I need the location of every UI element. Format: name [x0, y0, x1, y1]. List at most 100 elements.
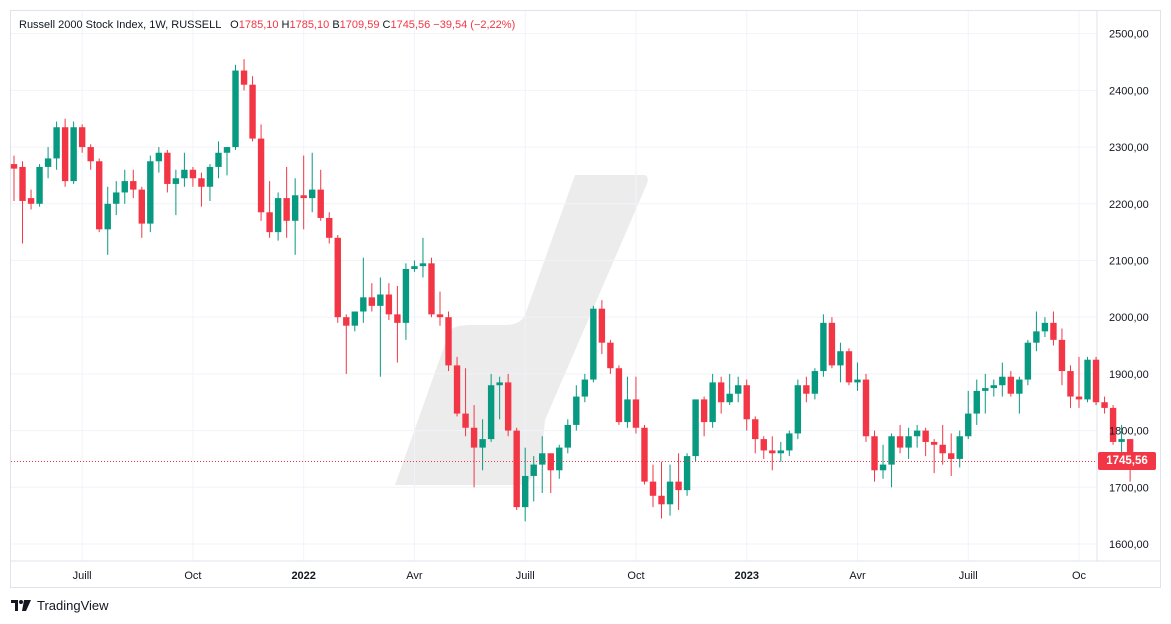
candle-up	[581, 373, 589, 403]
candle-body	[206, 166, 214, 187]
candle-body	[274, 198, 282, 233]
candle-up	[530, 456, 537, 502]
candle-body	[300, 195, 307, 199]
candle-body	[462, 413, 469, 428]
candle-down	[240, 59, 248, 91]
candle-up	[44, 147, 52, 179]
candle-body	[147, 161, 154, 224]
candle-body	[948, 453, 955, 459]
candle-up	[113, 181, 120, 216]
candle-up	[556, 444, 563, 479]
candle-down	[368, 283, 376, 312]
candle-body	[794, 385, 802, 434]
candle-down	[326, 212, 333, 244]
low-value: 1709,59	[339, 19, 380, 31]
candle-down	[939, 424, 946, 465]
candles	[10, 59, 1134, 522]
candle-body	[939, 444, 946, 454]
close-label: C	[382, 19, 391, 31]
candle-down	[803, 376, 810, 403]
candle-body	[1075, 396, 1083, 400]
candle-body	[930, 441, 938, 445]
candle-body	[1050, 322, 1057, 340]
candle-body	[922, 430, 929, 442]
candle-body	[215, 152, 222, 167]
candle-up	[402, 263, 410, 340]
candle-body	[10, 164, 18, 169]
candle-down	[930, 439, 938, 474]
candle-body	[27, 198, 35, 204]
candle-up	[411, 260, 418, 272]
candle-body	[1058, 339, 1066, 372]
candle-body	[121, 181, 128, 193]
candle-down	[1092, 356, 1100, 406]
candle-up	[223, 147, 231, 176]
time-tick-label: Oct	[627, 570, 644, 582]
candle-up	[913, 424, 921, 448]
time-tick-label: Oct	[184, 570, 201, 582]
candle-body	[223, 147, 231, 153]
candle-up	[973, 379, 980, 425]
candle-up	[573, 385, 580, 431]
candle-up	[36, 164, 43, 207]
candle-body	[905, 436, 912, 448]
candle-body	[36, 166, 43, 204]
candle-up	[999, 362, 1006, 397]
tradingview-watermark	[395, 175, 648, 485]
candle-down	[717, 376, 725, 414]
candle-down	[87, 144, 94, 170]
time-axis[interactable]: Juill Oct 2022 Avr Juill Oct 2023 Avr Juill Oc	[73, 570, 1087, 582]
candle-up	[181, 152, 188, 187]
candle-body	[709, 382, 716, 423]
candle-down	[445, 311, 452, 372]
candle-body	[1084, 359, 1091, 400]
candle-body	[522, 475, 529, 508]
candle-body	[249, 84, 256, 139]
open-label: O	[230, 19, 239, 31]
candle-down	[96, 158, 103, 233]
candle-down	[760, 436, 767, 459]
candle-body	[692, 399, 699, 457]
candle-up	[487, 373, 495, 442]
price-tick-label: 2400,00	[1109, 85, 1149, 97]
time-tick-label: Juill	[73, 570, 92, 582]
candle-down	[10, 155, 18, 201]
candle-up	[624, 376, 631, 428]
candle-body	[913, 430, 921, 437]
low-label: B	[332, 19, 340, 31]
candle-body	[172, 178, 180, 184]
candle-down	[130, 169, 137, 199]
footer[interactable]: TradingView	[10, 598, 109, 613]
candle-down	[198, 172, 205, 207]
candle-body	[1067, 371, 1074, 397]
candle-body	[138, 189, 145, 224]
candle-down	[453, 356, 461, 417]
candle-body	[1041, 322, 1049, 332]
candle-down	[641, 424, 648, 485]
candle-body	[845, 351, 853, 383]
candle-body	[803, 385, 810, 394]
candle-up	[965, 390, 972, 440]
candle-body	[556, 447, 563, 471]
candle-down	[632, 376, 640, 434]
candle-up	[590, 305, 597, 383]
candle-body	[854, 379, 861, 383]
candle-down	[769, 436, 776, 471]
candle-down	[317, 169, 324, 221]
candle-up	[309, 152, 316, 213]
brand-label: TradingView	[37, 598, 109, 613]
candle-body	[965, 413, 972, 437]
candle-body	[1016, 379, 1023, 394]
candle-body	[479, 439, 486, 448]
candle-down	[470, 405, 478, 488]
candle-up	[53, 121, 60, 170]
candle-body	[820, 322, 827, 372]
candle-down	[513, 427, 520, 510]
candle-up	[564, 419, 571, 454]
candle-up	[206, 164, 214, 201]
candle-down	[504, 373, 512, 437]
candle-body	[573, 396, 580, 425]
price-axis[interactable]: 1600,00 1700,00 1800,00 1900,00 2000,00 2100,…	[1109, 29, 1149, 551]
candle-down	[266, 181, 273, 238]
